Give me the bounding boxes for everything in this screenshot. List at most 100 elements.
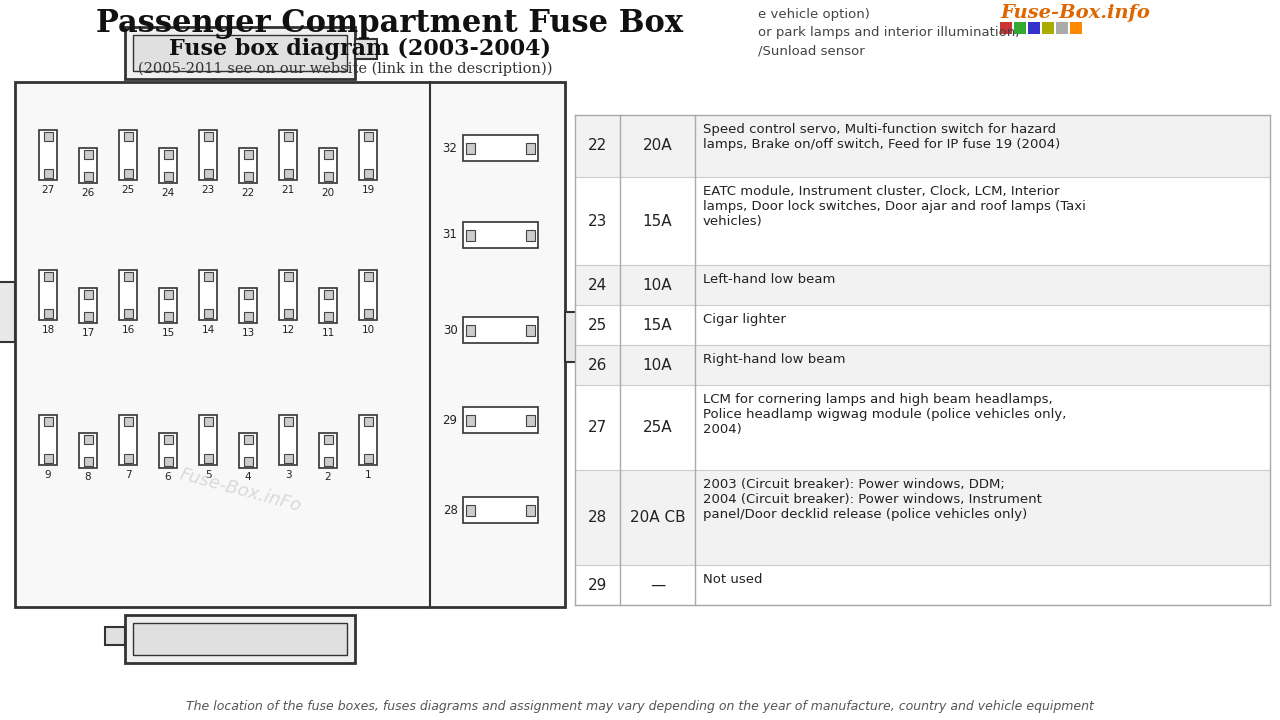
Bar bbox=[575, 115, 1270, 177]
Text: 16: 16 bbox=[122, 325, 134, 335]
Text: 23: 23 bbox=[201, 185, 215, 195]
Text: 21: 21 bbox=[282, 185, 294, 195]
Text: 30: 30 bbox=[443, 323, 457, 336]
Bar bbox=[204, 454, 212, 463]
Bar bbox=[44, 169, 52, 178]
Bar bbox=[1028, 22, 1039, 34]
Bar bbox=[243, 171, 252, 181]
Bar bbox=[123, 132, 133, 141]
Bar bbox=[466, 325, 475, 336]
Bar bbox=[0, 282, 15, 342]
Text: 31: 31 bbox=[443, 228, 457, 241]
Bar bbox=[575, 265, 1270, 305]
Bar bbox=[1042, 22, 1053, 34]
Bar bbox=[119, 270, 137, 320]
Text: 20A: 20A bbox=[643, 138, 672, 153]
Bar bbox=[83, 456, 92, 466]
Bar bbox=[204, 272, 212, 281]
Bar bbox=[164, 150, 173, 158]
Text: 15: 15 bbox=[161, 328, 174, 338]
Text: 25: 25 bbox=[588, 318, 607, 333]
Bar bbox=[239, 433, 257, 467]
Bar bbox=[283, 417, 293, 426]
Text: 1: 1 bbox=[365, 470, 371, 480]
Bar bbox=[466, 415, 475, 426]
Bar bbox=[283, 309, 293, 318]
Bar bbox=[198, 270, 218, 320]
Text: 29: 29 bbox=[443, 413, 457, 426]
Bar bbox=[575, 177, 1270, 265]
Bar bbox=[462, 135, 538, 161]
Bar bbox=[164, 312, 173, 320]
Bar bbox=[243, 434, 252, 444]
Bar bbox=[204, 309, 212, 318]
Bar bbox=[283, 132, 293, 141]
Bar bbox=[133, 35, 347, 71]
Text: 14: 14 bbox=[201, 325, 215, 335]
Bar bbox=[279, 415, 297, 465]
Bar bbox=[125, 615, 355, 663]
Bar bbox=[462, 407, 538, 433]
Text: 25A: 25A bbox=[643, 420, 672, 435]
Bar bbox=[204, 132, 212, 141]
Bar bbox=[125, 27, 355, 79]
Text: 27: 27 bbox=[41, 185, 55, 195]
Text: (2005-2011 see on our website (link in the description)): (2005-2011 see on our website (link in t… bbox=[138, 62, 552, 76]
Text: 9: 9 bbox=[45, 470, 51, 480]
Bar bbox=[204, 169, 212, 178]
Bar bbox=[44, 309, 52, 318]
Text: 18: 18 bbox=[41, 325, 55, 335]
Bar bbox=[198, 415, 218, 465]
Bar bbox=[79, 287, 97, 323]
Bar bbox=[243, 150, 252, 158]
Text: 17: 17 bbox=[82, 328, 95, 338]
Bar bbox=[279, 130, 297, 180]
Bar bbox=[164, 434, 173, 444]
Text: 2: 2 bbox=[325, 472, 332, 482]
Bar bbox=[575, 345, 1270, 385]
Bar bbox=[526, 230, 535, 240]
Bar bbox=[83, 312, 92, 320]
Bar bbox=[575, 305, 1270, 345]
Bar bbox=[364, 417, 372, 426]
Bar bbox=[324, 456, 333, 466]
Bar bbox=[564, 312, 582, 362]
Bar bbox=[575, 385, 1270, 470]
Bar bbox=[575, 565, 1270, 605]
Bar bbox=[83, 434, 92, 444]
Bar bbox=[1070, 22, 1082, 34]
Bar bbox=[83, 171, 92, 181]
Text: The location of the fuse boxes, fuses diagrams and assignment may vary depending: The location of the fuse boxes, fuses di… bbox=[186, 700, 1094, 713]
Bar bbox=[319, 148, 337, 182]
Bar bbox=[364, 132, 372, 141]
Bar bbox=[119, 415, 137, 465]
Bar bbox=[1014, 22, 1027, 34]
Bar bbox=[283, 272, 293, 281]
Bar bbox=[239, 148, 257, 182]
Bar bbox=[358, 130, 378, 180]
Bar bbox=[198, 130, 218, 180]
Text: 10A: 10A bbox=[643, 358, 672, 372]
Bar bbox=[358, 270, 378, 320]
Text: 28: 28 bbox=[443, 503, 457, 516]
Text: 22: 22 bbox=[588, 138, 607, 153]
Bar bbox=[44, 454, 52, 463]
Text: 8: 8 bbox=[84, 472, 91, 482]
Text: 20: 20 bbox=[321, 187, 334, 197]
Bar bbox=[123, 272, 133, 281]
Text: 29: 29 bbox=[588, 577, 607, 593]
Text: 26: 26 bbox=[82, 187, 95, 197]
Text: 32: 32 bbox=[443, 142, 457, 155]
Bar bbox=[83, 150, 92, 158]
Bar bbox=[133, 623, 347, 655]
Text: 5: 5 bbox=[205, 470, 211, 480]
Bar bbox=[38, 415, 58, 465]
Bar bbox=[204, 417, 212, 426]
Bar bbox=[243, 456, 252, 466]
Bar bbox=[526, 415, 535, 426]
Bar bbox=[164, 171, 173, 181]
Text: 24: 24 bbox=[588, 277, 607, 292]
Bar bbox=[1000, 22, 1012, 34]
Bar bbox=[243, 289, 252, 299]
Text: 7: 7 bbox=[124, 470, 132, 480]
